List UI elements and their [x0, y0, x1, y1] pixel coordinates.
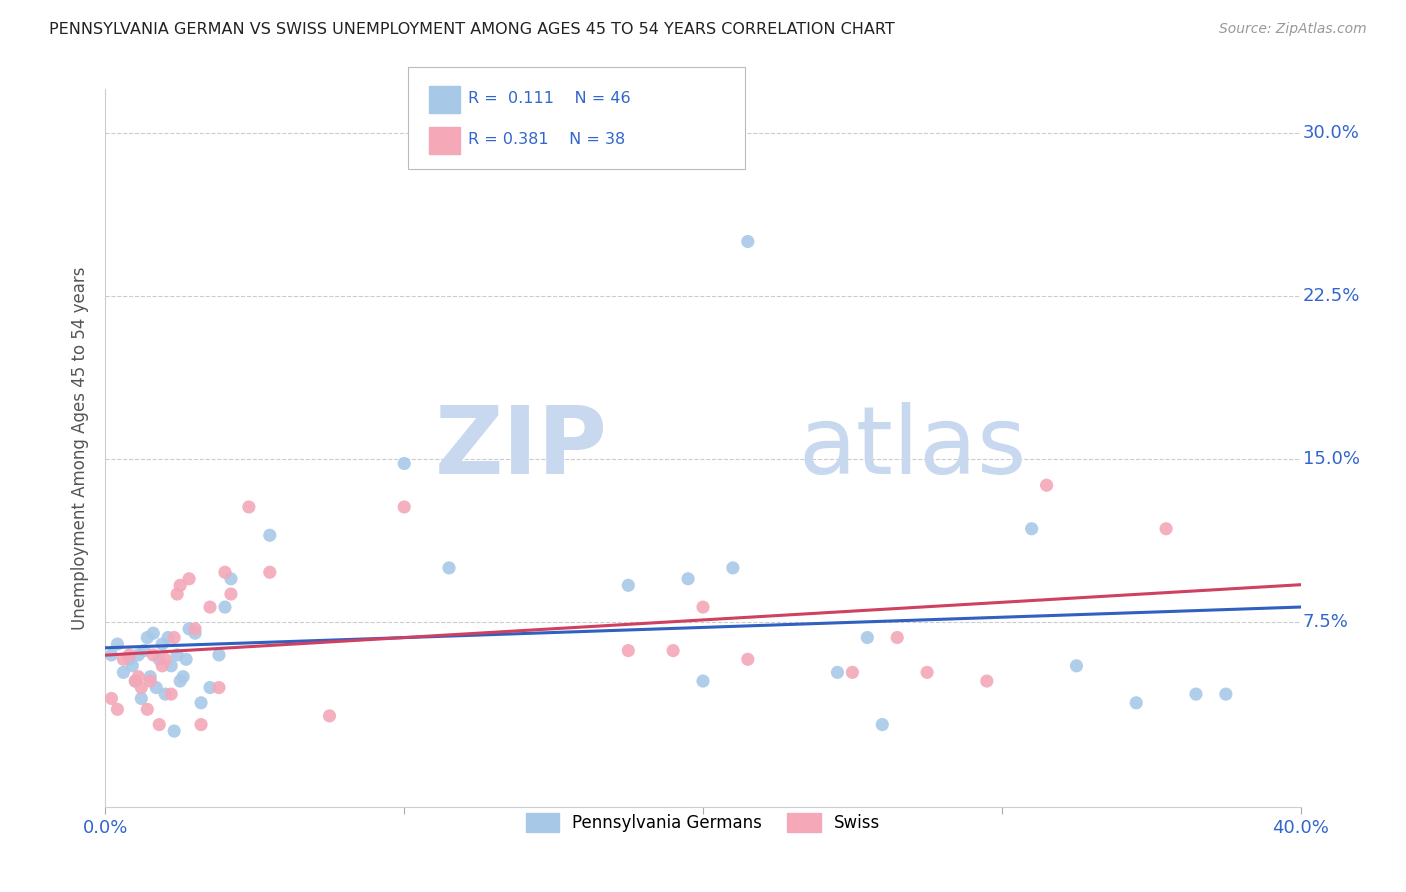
Point	[915, 665, 938, 680]
Point	[856, 631, 879, 645]
Point	[129, 681, 153, 695]
Point	[136, 631, 159, 645]
Point	[155, 687, 177, 701]
Point	[737, 235, 759, 249]
Point	[107, 702, 129, 716]
Text: 30.0%: 30.0%	[1303, 124, 1360, 142]
Text: R =  0.111    N = 46: R = 0.111 N = 46	[468, 91, 631, 106]
Y-axis label: Unemployment Among Ages 45 to 54 years: Unemployment Among Ages 45 to 54 years	[72, 267, 90, 630]
Text: ZIP: ZIP	[434, 402, 607, 494]
Point	[662, 643, 685, 657]
Point	[150, 658, 173, 673]
Point	[148, 717, 170, 731]
Point	[219, 572, 242, 586]
Point	[150, 637, 173, 651]
Text: PENNSYLVANIA GERMAN VS SWISS UNEMPLOYMENT AMONG AGES 45 TO 54 YEARS CORRELATION : PENNSYLVANIA GERMAN VS SWISS UNEMPLOYMEN…	[49, 22, 896, 37]
Point	[692, 674, 714, 689]
Point	[166, 648, 188, 662]
Point	[214, 600, 236, 615]
Point	[136, 702, 159, 716]
Point	[129, 691, 153, 706]
Point	[190, 696, 212, 710]
Point	[721, 561, 744, 575]
Point	[394, 500, 416, 514]
Point	[174, 652, 197, 666]
Point	[676, 572, 699, 586]
Point	[617, 578, 640, 592]
Point	[145, 681, 167, 695]
Point	[184, 622, 207, 636]
Point	[172, 670, 194, 684]
Text: 15.0%: 15.0%	[1303, 450, 1360, 468]
Point	[160, 687, 183, 701]
Legend: Pennsylvania Germans, Swiss: Pennsylvania Germans, Swiss	[519, 805, 887, 838]
Point	[190, 717, 212, 731]
Point	[198, 681, 221, 695]
Point	[177, 622, 201, 636]
Point	[142, 648, 165, 662]
Point	[238, 500, 260, 514]
Point	[1125, 696, 1147, 710]
Point	[157, 631, 180, 645]
Point	[872, 717, 894, 731]
Point	[737, 652, 759, 666]
Point	[259, 566, 281, 580]
Point	[124, 674, 146, 689]
Point	[112, 652, 135, 666]
Point	[1066, 658, 1088, 673]
Text: atlas: atlas	[799, 402, 1026, 494]
Point	[692, 600, 714, 615]
Point	[107, 637, 129, 651]
Point	[142, 626, 165, 640]
Point	[208, 681, 231, 695]
Point	[169, 578, 191, 592]
Point	[118, 648, 141, 662]
Point	[1215, 687, 1237, 701]
Text: 7.5%: 7.5%	[1303, 614, 1348, 632]
Point	[124, 674, 146, 689]
Point	[841, 665, 863, 680]
Point	[219, 587, 242, 601]
Point	[112, 665, 135, 680]
Point	[1021, 522, 1043, 536]
Point	[127, 670, 149, 684]
Point	[827, 665, 849, 680]
Point	[163, 631, 186, 645]
Text: R = 0.381    N = 38: R = 0.381 N = 38	[468, 132, 626, 147]
Point	[118, 652, 141, 666]
Point	[184, 626, 207, 640]
Point	[394, 457, 416, 471]
Point	[617, 643, 640, 657]
Point	[437, 561, 460, 575]
Point	[139, 670, 162, 684]
Point	[976, 674, 998, 689]
Point	[127, 648, 149, 662]
Point	[886, 631, 908, 645]
Point	[155, 652, 177, 666]
Point	[259, 528, 281, 542]
Point	[100, 648, 122, 662]
Text: 22.5%: 22.5%	[1303, 287, 1361, 305]
Point	[148, 652, 170, 666]
Point	[208, 648, 231, 662]
Point	[139, 674, 162, 689]
Point	[214, 566, 236, 580]
Point	[1035, 478, 1057, 492]
Point	[198, 600, 221, 615]
Point	[166, 587, 188, 601]
Point	[1185, 687, 1208, 701]
Point	[100, 691, 122, 706]
Point	[318, 709, 340, 723]
Point	[169, 674, 191, 689]
Point	[134, 643, 156, 657]
Point	[177, 572, 201, 586]
Point	[121, 658, 143, 673]
Point	[1154, 522, 1177, 536]
Text: Source: ZipAtlas.com: Source: ZipAtlas.com	[1219, 22, 1367, 37]
Point	[163, 724, 186, 739]
Point	[160, 658, 183, 673]
